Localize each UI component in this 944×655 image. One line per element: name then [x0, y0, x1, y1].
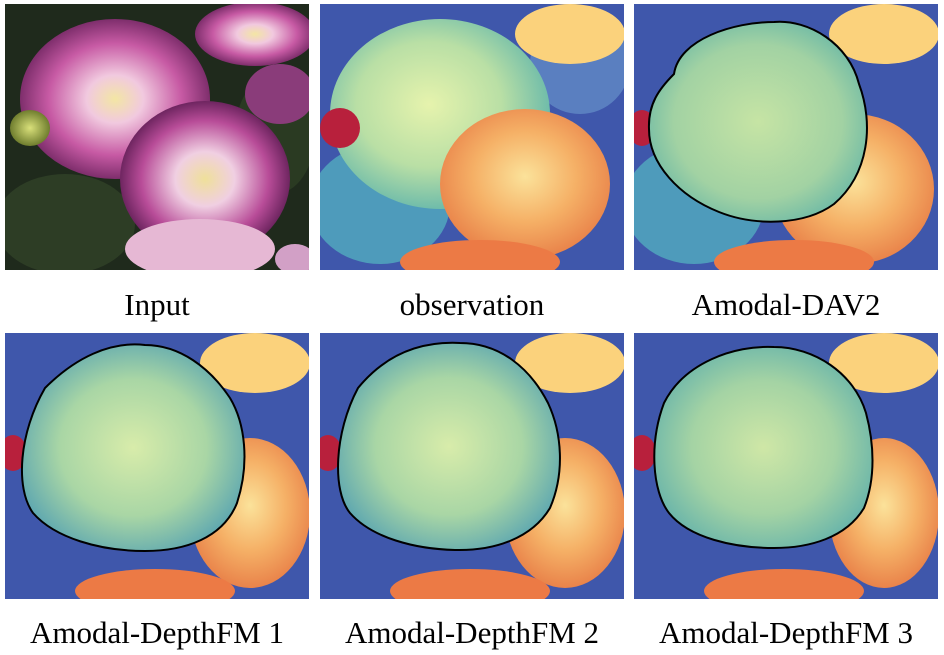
input-photo-panel	[5, 4, 309, 270]
caption-amodal-depthfm-3: Amodal-DepthFM 3	[658, 615, 913, 650]
amodal-mask-outline	[337, 341, 561, 552]
amodal-dav2-panel	[634, 4, 938, 270]
input-photo	[5, 4, 309, 270]
caption-amodal-depthfm-1: Amodal-DepthFM 1	[29, 615, 284, 650]
caption-amodal-depthfm-2: Amodal-DepthFM 2	[344, 615, 599, 650]
amodal-mask-outline	[647, 20, 868, 223]
caption-input: Input	[124, 287, 190, 322]
amodal-mask-outline	[20, 343, 246, 553]
observation-depth-panel	[320, 4, 624, 270]
amodal-depthfm-3-depth-map	[634, 333, 938, 599]
amodal-depthfm-3-panel	[634, 333, 938, 599]
amodal-depthfm-1-depth-map	[5, 333, 309, 599]
amodal-depthfm-2-panel	[320, 333, 624, 599]
amodal-dav2-depth-map	[634, 4, 938, 270]
caption-amodal-dav2: Amodal-DAV2	[691, 287, 881, 322]
amodal-mask-outline	[653, 345, 874, 550]
amodal-depthfm-2-depth-map	[320, 333, 624, 599]
observation-depth-map	[320, 4, 624, 270]
amodal-depthfm-1-panel	[5, 333, 309, 599]
caption-observation: observation	[399, 287, 545, 322]
